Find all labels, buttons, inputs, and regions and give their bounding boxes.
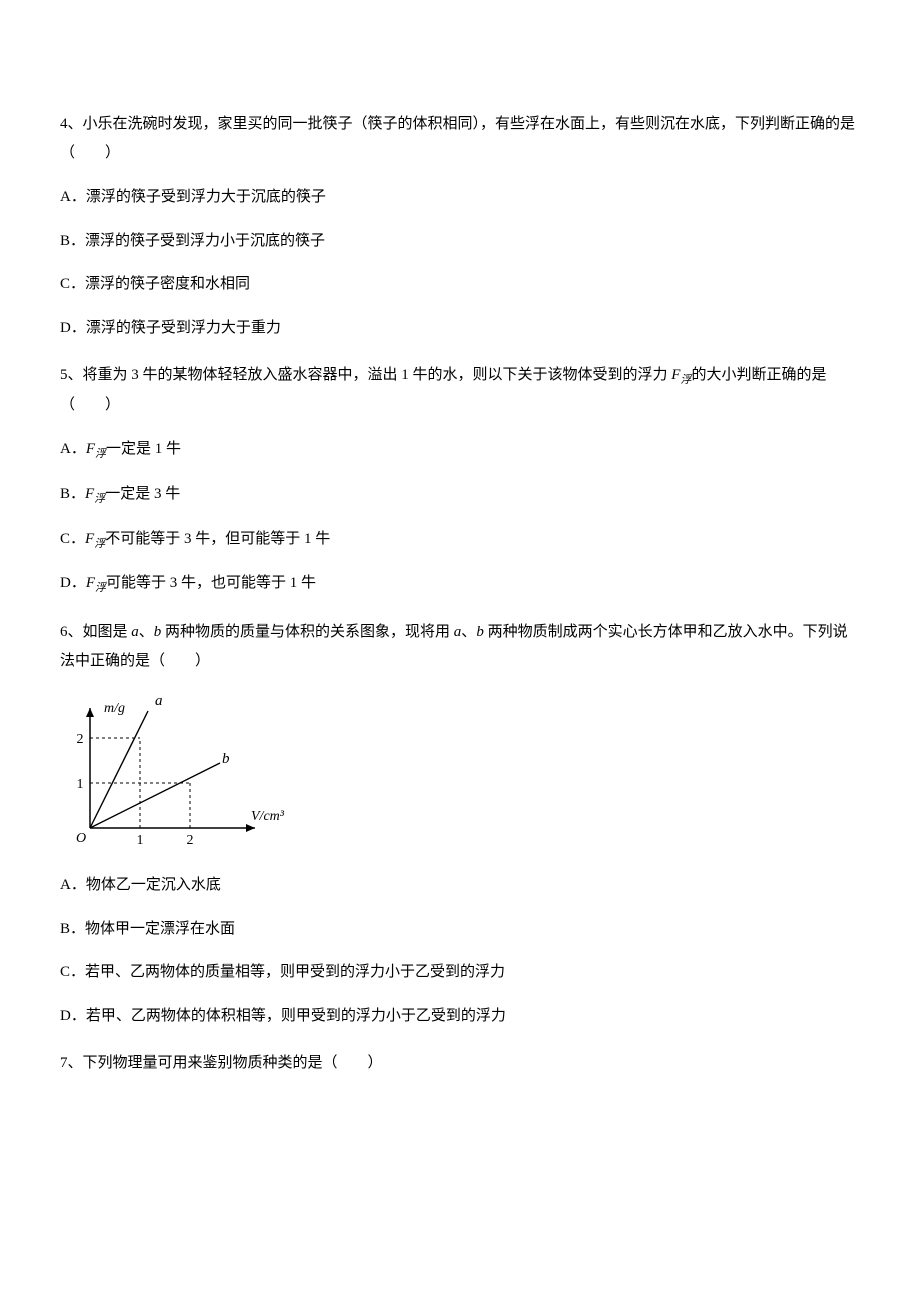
svg-text:b: b <box>222 751 230 767</box>
q5-option-a: A．F浮一定是 1 牛 <box>60 437 860 464</box>
question-4-text: 4、小乐在洗碗时发现，家里买的同一批筷子（筷子的体积相同），有些浮在水面上，有些… <box>60 110 860 167</box>
q6-option-d: D．若甲、乙两物体的体积相等，则甲受到的浮力小于乙受到的浮力 <box>60 1004 860 1030</box>
q6-chart: m/g V/cm³ O 1 2 1 2 a b <box>60 693 860 853</box>
svg-text:m/g: m/g <box>104 701 125 716</box>
svg-text:2: 2 <box>77 732 84 747</box>
q5-option-d: D．F浮可能等于 3 牛，也可能等于 1 牛 <box>60 571 860 598</box>
svg-text:O: O <box>76 831 86 846</box>
q4-option-d: D．漂浮的筷子受到浮力大于重力 <box>60 316 860 342</box>
svg-text:V/cm³: V/cm³ <box>251 809 285 824</box>
question-7-text: 7、下列物理量可用来鉴别物质种类的是（ ） <box>60 1049 860 1078</box>
svg-text:1: 1 <box>137 833 144 848</box>
question-4: 4、小乐在洗碗时发现，家里买的同一批筷子（筷子的体积相同），有些浮在水面上，有些… <box>60 110 860 341</box>
q6-option-a: A．物体乙一定沉入水底 <box>60 873 860 899</box>
mass-volume-chart: m/g V/cm³ O 1 2 1 2 a b <box>60 693 285 853</box>
q6-option-c: C．若甲、乙两物体的质量相等，则甲受到的浮力小于乙受到的浮力 <box>60 960 860 986</box>
svg-text:2: 2 <box>187 833 194 848</box>
q4-option-a: A．漂浮的筷子受到浮力大于沉底的筷子 <box>60 185 860 211</box>
q5-option-b: B．F浮一定是 3 牛 <box>60 482 860 509</box>
svg-text:a: a <box>155 693 163 709</box>
svg-text:1: 1 <box>77 777 84 792</box>
q5-option-c: C．F浮不可能等于 3 牛，但可能等于 1 牛 <box>60 527 860 554</box>
question-6: 6、如图是 a、b 两种物质的质量与体积的关系图象，现将用 a、b 两种物质制成… <box>60 618 860 1029</box>
q4-option-c: C．漂浮的筷子密度和水相同 <box>60 272 860 298</box>
question-6-text: 6、如图是 a、b 两种物质的质量与体积的关系图象，现将用 a、b 两种物质制成… <box>60 618 860 675</box>
question-5: 5、将重为 3 牛的某物体轻轻放入盛水容器中，溢出 1 牛的水，则以下关于该物体… <box>60 361 860 598</box>
q4-option-b: B．漂浮的筷子受到浮力小于沉底的筷子 <box>60 229 860 255</box>
question-7: 7、下列物理量可用来鉴别物质种类的是（ ） <box>60 1049 860 1078</box>
question-5-text: 5、将重为 3 牛的某物体轻轻放入盛水容器中，溢出 1 牛的水，则以下关于该物体… <box>60 361 860 419</box>
q6-option-b: B．物体甲一定漂浮在水面 <box>60 917 860 943</box>
